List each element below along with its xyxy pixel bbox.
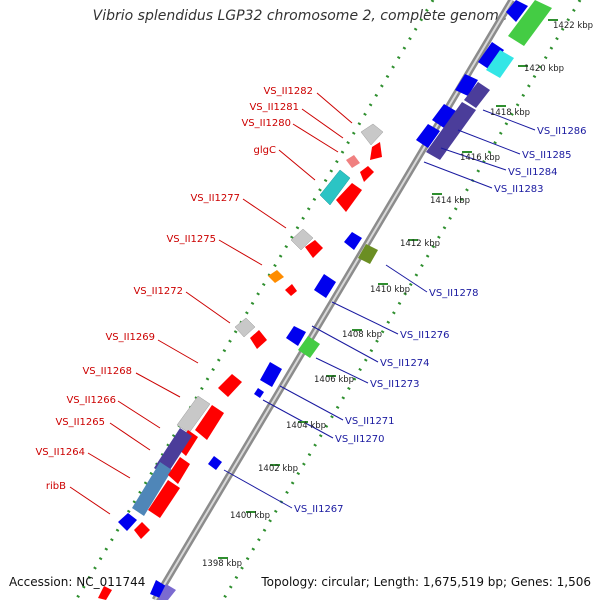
gene-vs-ii1285[interactable] — [426, 102, 476, 160]
gene-label-vs-ii1281[interactable]: VS_II1281 — [249, 102, 299, 113]
kbp-label: 1412 kbp — [400, 239, 440, 249]
gene-label-vs-ii1284[interactable]: VS_II1284 — [508, 167, 558, 178]
gene-label-vs-ii1265[interactable]: VS_II1265 — [55, 417, 105, 428]
forward-leaders — [69, 92, 353, 515]
backbone — [151, 0, 516, 600]
gene-label-vs-ii1286[interactable]: VS_II1286 — [537, 126, 587, 137]
gene-red-6[interactable] — [195, 405, 224, 440]
kbp-labels: 1422 kbp 1420 kbp 1418 kbp 1416 kbp 1414… — [202, 21, 593, 569]
gene-label-vs-ii1275[interactable]: VS_II1275 — [166, 234, 216, 245]
gene-vs-ii1268[interactable] — [176, 395, 211, 434]
kbp-label: 1420 kbp — [524, 64, 564, 74]
gene-label-vs-ii1271[interactable]: VS_II1271 — [345, 416, 395, 427]
gene-red-11[interactable] — [98, 586, 112, 600]
gene-vs-ii1278-blue[interactable] — [344, 232, 362, 250]
gene-vs-ii1277[interactable] — [290, 228, 314, 251]
gene-bottom-navy[interactable] — [158, 584, 176, 600]
kbp-label: 1406 kbp — [314, 375, 354, 385]
kbp-label: 1400 kbp — [230, 511, 270, 521]
gene-blue-b[interactable] — [455, 74, 478, 96]
gene-ribb[interactable] — [118, 513, 137, 531]
gene-red-9[interactable] — [148, 480, 180, 518]
gene-label-vs-ii1266[interactable]: VS_II1266 — [66, 395, 116, 406]
gene-label-glgc[interactable]: glgC — [254, 145, 276, 156]
gene-vs-ii1270[interactable] — [254, 388, 264, 398]
forward-features — [98, 123, 384, 600]
gene-blue-c[interactable] — [432, 104, 456, 128]
gene-vs-ii1284[interactable] — [416, 124, 440, 148]
kbp-label: 1402 kbp — [258, 464, 298, 474]
forward-gene-labels: VS_II1282 VS_II1281 VS_II1280 glgC VS_II… — [35, 86, 313, 492]
gene-label-vs-ii1267[interactable]: VS_II1267 — [294, 504, 344, 515]
gene-label-vs-ii1264[interactable]: VS_II1264 — [35, 447, 85, 458]
gene-vs-ii1273[interactable] — [298, 336, 320, 358]
gene-aqua[interactable] — [486, 50, 514, 78]
kbp-label: 1404 kbp — [286, 421, 326, 431]
kbp-label: 1414 kbp — [430, 196, 470, 206]
gene-label-vs-ii1280[interactable]: VS_II1280 — [241, 118, 291, 129]
genome-summary-text: Topology: circular; Length: 1,675,519 bp… — [261, 575, 591, 589]
gene-glgc[interactable] — [319, 169, 351, 206]
gene-top-blue-1[interactable] — [506, 0, 528, 22]
accession-text: Accession: NC_011744 — [9, 575, 146, 589]
gene-label-vs-ii1270[interactable]: VS_II1270 — [335, 434, 385, 445]
gene-vs-ii1280[interactable] — [346, 155, 360, 168]
gene-blue-a[interactable] — [478, 42, 504, 70]
gene-vs-ii1267[interactable] — [208, 456, 222, 470]
kbp-label: 1398 kbp — [202, 559, 242, 569]
gene-label-vs-ii1273[interactable]: VS_II1273 — [370, 379, 420, 390]
kbp-label: 1418 kbp — [490, 108, 530, 118]
gene-label-vs-ii1283[interactable]: VS_II1283 — [494, 184, 544, 195]
kbp-label: 1410 kbp — [370, 285, 410, 295]
gene-vs-ii1272[interactable] — [234, 317, 256, 338]
kbp-ticks — [218, 19, 558, 559]
gene-vs-ii1275[interactable] — [268, 270, 284, 283]
reverse-gene-labels: VS_II1286 VS_II1285 VS_II1284 VS_II1283 … — [294, 126, 587, 515]
gene-label-vs-ii1274[interactable]: VS_II1274 — [380, 358, 430, 369]
gene-red-8[interactable] — [168, 457, 190, 484]
gene-vs-ii1286[interactable] — [464, 82, 490, 108]
gene-vs-ii1269[interactable] — [218, 374, 242, 397]
gene-vs-ii1266[interactable] — [154, 428, 192, 476]
gene-vs-ii1265[interactable] — [132, 462, 172, 516]
gene-label-vs-ii1277[interactable]: VS_II1277 — [190, 193, 240, 204]
gene-red-2[interactable] — [336, 183, 362, 212]
gene-label-vs-ii1278[interactable]: VS_II1278 — [429, 288, 479, 299]
gene-red-1[interactable] — [360, 166, 374, 182]
gene-label-vs-ii1268[interactable]: VS_II1268 — [82, 366, 132, 377]
gene-red-5[interactable] — [250, 330, 267, 349]
gene-red-3[interactable] — [305, 240, 323, 258]
gene-label-vs-ii1276[interactable]: VS_II1276 — [400, 330, 450, 341]
gene-vs-ii1271[interactable] — [260, 362, 282, 387]
kbp-label: 1422 kbp — [553, 21, 593, 31]
gene-red-4[interactable] — [285, 284, 297, 296]
gene-top-green[interactable] — [508, 0, 552, 46]
gene-vs-ii1274[interactable] — [286, 326, 306, 346]
gene-label-vs-ii1285[interactable]: VS_II1285 — [522, 150, 572, 161]
reverse-features — [150, 0, 552, 600]
kbp-label: 1416 kbp — [460, 153, 500, 163]
gene-label-vs-ii1272[interactable]: VS_II1272 — [133, 286, 183, 297]
gene-label-vs-ii1282[interactable]: VS_II1282 — [263, 86, 313, 97]
gene-vs-ii1278-olive[interactable] — [358, 244, 378, 264]
map-title: Vibrio splendidus LGP32 chromosome 2, co… — [92, 8, 508, 24]
gene-vs-ii1276[interactable] — [314, 274, 336, 298]
kbp-label: 1408 kbp — [342, 330, 382, 340]
gene-red-10[interactable] — [134, 522, 150, 539]
forward-tick-line — [74, 0, 435, 600]
reverse-leaders — [223, 109, 536, 509]
gene-label-ribb[interactable]: ribB — [46, 481, 66, 492]
gene-label-vs-ii1269[interactable]: VS_II1269 — [105, 332, 155, 343]
gene-vs-ii1281[interactable] — [370, 142, 382, 160]
gene-vs-ii1282[interactable] — [360, 123, 384, 146]
